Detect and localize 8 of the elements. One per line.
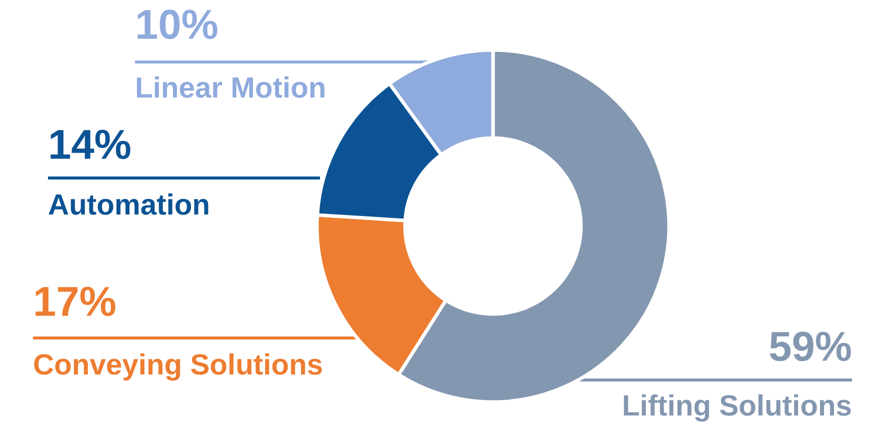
slice-label: Lifting Solutions [624, 394, 851, 422]
slice-label: Automation [48, 193, 208, 215]
data-label: 14% [50, 130, 130, 160]
slice-label: Linear Motion [136, 76, 324, 98]
slice-label: Conveying Solutions [34, 353, 322, 381]
data-label: 17% [36, 286, 116, 316]
data-label: 59% [770, 332, 851, 362]
data-label: 10% [138, 10, 218, 40]
